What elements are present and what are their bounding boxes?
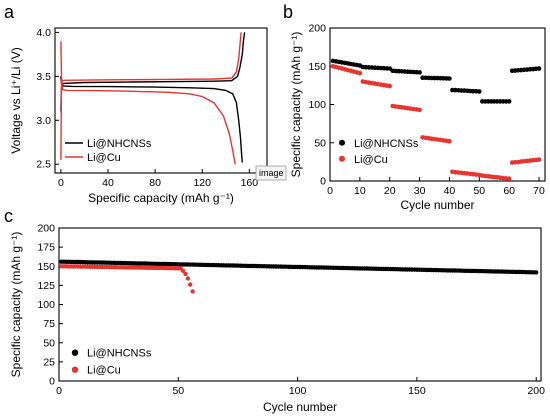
- x-tick-label: 200: [527, 385, 545, 397]
- point-linhcnss: [447, 76, 452, 81]
- legend-marker: [339, 139, 345, 146]
- legend-label: Li@Cu: [354, 154, 388, 166]
- legend-marker: [71, 349, 79, 356]
- x-tick-label: 0: [56, 385, 62, 397]
- x-tick-label: 60: [503, 185, 515, 197]
- y-tick-label: 50: [314, 137, 326, 149]
- point-licu: [506, 176, 512, 181]
- legend-label: Li@Cu: [87, 152, 121, 164]
- legend-marker: [71, 366, 79, 373]
- y-tick-label: 50: [43, 337, 55, 349]
- legend-marker: [339, 155, 345, 162]
- x-tick-label: 120: [193, 177, 211, 189]
- chart-panel-c: 0 50 100 150 200 0 25 50 75 100 125 150 175 200 Cycle …: [9, 223, 545, 415]
- point-linhcnss: [534, 270, 539, 275]
- point-licu: [387, 83, 393, 89]
- legend-label: Li@NHCNSs: [354, 138, 419, 150]
- point-linhcnss: [477, 89, 482, 94]
- point-licu: [190, 289, 195, 294]
- y-tick-label: 175: [37, 242, 55, 254]
- point-licu: [180, 268, 186, 273]
- y-tick-label: 200: [308, 23, 326, 35]
- y-axis-label: Voltage vs Li⁺/Li (V): [9, 47, 23, 153]
- point-linhcnss: [536, 66, 542, 71]
- point-licu: [417, 107, 422, 113]
- legend-label: Li@NHCNSs: [87, 138, 152, 150]
- point-licu: [447, 138, 452, 144]
- y-tick-label: 150: [308, 61, 326, 73]
- legend-label: Li@NHCNSs: [87, 348, 152, 360]
- chart-panel-a: 0 40 80 120 160 2.5 3.0 3.5 4.0 Specific capacity…: [9, 27, 268, 205]
- point-licu: [357, 70, 363, 76]
- point-linhcnss: [417, 70, 422, 75]
- x-tick-label: 10: [354, 185, 366, 197]
- panel-label-a: a: [4, 2, 15, 22]
- y-tick-label: 200: [37, 223, 55, 235]
- x-tick-label: 150: [408, 385, 426, 397]
- x-tick-label: 40: [444, 185, 456, 197]
- x-tick-label: 30: [414, 185, 426, 197]
- y-axis-label: Specific capacity (mAh g⁻¹): [289, 32, 303, 178]
- y-tick-label: 3.0: [36, 115, 51, 127]
- y-tick-label: 2.5: [36, 159, 51, 171]
- point-licu: [185, 276, 191, 281]
- x-axis-label: Specific capacity (mAh g⁻¹): [88, 191, 234, 205]
- x-axis-label: Cycle number: [263, 400, 337, 414]
- y-axis-label: Specific capacity (mAh g⁻¹): [9, 232, 23, 378]
- y-tick-label: 25: [43, 356, 55, 368]
- y-tick-label: 0: [49, 376, 55, 388]
- curve-licu-charge: [60, 32, 242, 160]
- x-tick-label: 0: [327, 185, 333, 197]
- point-licu: [536, 157, 542, 162]
- x-tick-label: 50: [473, 185, 485, 197]
- y-tick-label: 0: [320, 176, 326, 188]
- curve-linhcnss-charge: [60, 32, 246, 112]
- x-axis-label: Cycle number: [400, 198, 474, 212]
- x-tick-label: 160: [241, 177, 259, 189]
- x-tick-label: 50: [172, 385, 184, 397]
- x-tick-label: 70: [533, 185, 545, 197]
- image-tooltip: image: [255, 165, 287, 181]
- panel-label-c: c: [4, 206, 13, 226]
- y-tick-label: 100: [37, 299, 55, 311]
- y-tick-label: 3.5: [36, 71, 51, 83]
- y-tick-label: 75: [43, 318, 55, 330]
- legend-label: Li@Cu: [87, 365, 121, 377]
- x-tick-label: 80: [149, 177, 161, 189]
- point-licu: [188, 282, 193, 287]
- y-tick-label: 150: [37, 261, 55, 273]
- point-linhcnss: [506, 99, 512, 104]
- curve-linhcnss-discharge: [60, 76, 243, 163]
- image-tooltip-text: image: [259, 168, 284, 178]
- y-tick-label: 100: [308, 99, 326, 111]
- x-tick-label: 100: [289, 385, 307, 397]
- point-licu: [183, 271, 188, 277]
- panel-label-b: b: [283, 2, 293, 22]
- y-tick-label: 125: [37, 280, 55, 292]
- y-tick-label: 4.0: [36, 27, 51, 39]
- chart-panel-b: 0 10 20 30 40 50 60 70 0 50 100 150 200 Cycle number S…: [289, 23, 546, 212]
- x-tick-label: 0: [58, 177, 64, 189]
- x-tick-label: 20: [384, 185, 396, 197]
- plot-frame: [54, 27, 268, 174]
- x-tick-label: 40: [102, 177, 114, 189]
- curve-licu-discharge: [60, 41, 236, 165]
